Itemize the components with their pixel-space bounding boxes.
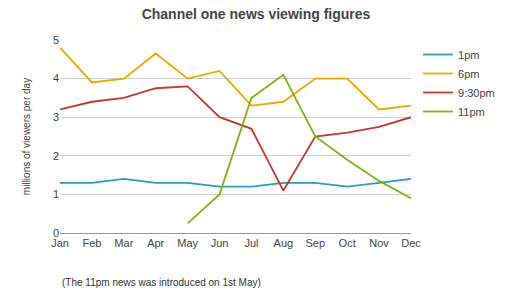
svg-text:Apr: Apr xyxy=(147,237,164,249)
svg-text:Dec: Dec xyxy=(401,237,421,249)
svg-text:2: 2 xyxy=(53,150,59,162)
svg-text:Jul: Jul xyxy=(244,237,258,249)
svg-text:6pm: 6pm xyxy=(458,68,479,80)
svg-text:0: 0 xyxy=(53,227,59,239)
svg-text:Oct: Oct xyxy=(339,237,356,249)
svg-text:Jun: Jun xyxy=(211,237,229,249)
svg-text:3: 3 xyxy=(53,111,59,123)
svg-text:5: 5 xyxy=(53,34,59,46)
svg-text:May: May xyxy=(177,237,198,249)
svg-text:millions of viewers per day: millions of viewers per day xyxy=(21,78,32,195)
svg-text:1: 1 xyxy=(53,188,59,200)
svg-text:Jan: Jan xyxy=(51,237,69,249)
svg-text:(The 11pm news was introduced: (The 11pm news was introduced on 1st May… xyxy=(62,277,261,288)
svg-text:1pm: 1pm xyxy=(458,49,479,61)
svg-text:9:30pm: 9:30pm xyxy=(458,87,495,99)
svg-text:Sep: Sep xyxy=(305,237,325,249)
svg-text:Nov: Nov xyxy=(369,237,389,249)
svg-text:4: 4 xyxy=(53,72,59,84)
svg-text:Aug: Aug xyxy=(274,237,294,249)
svg-text:Mar: Mar xyxy=(114,237,133,249)
svg-text:11pm: 11pm xyxy=(458,106,485,118)
svg-text:Feb: Feb xyxy=(82,237,101,249)
svg-text:Channel one news viewing figur: Channel one news viewing figures xyxy=(142,6,371,22)
